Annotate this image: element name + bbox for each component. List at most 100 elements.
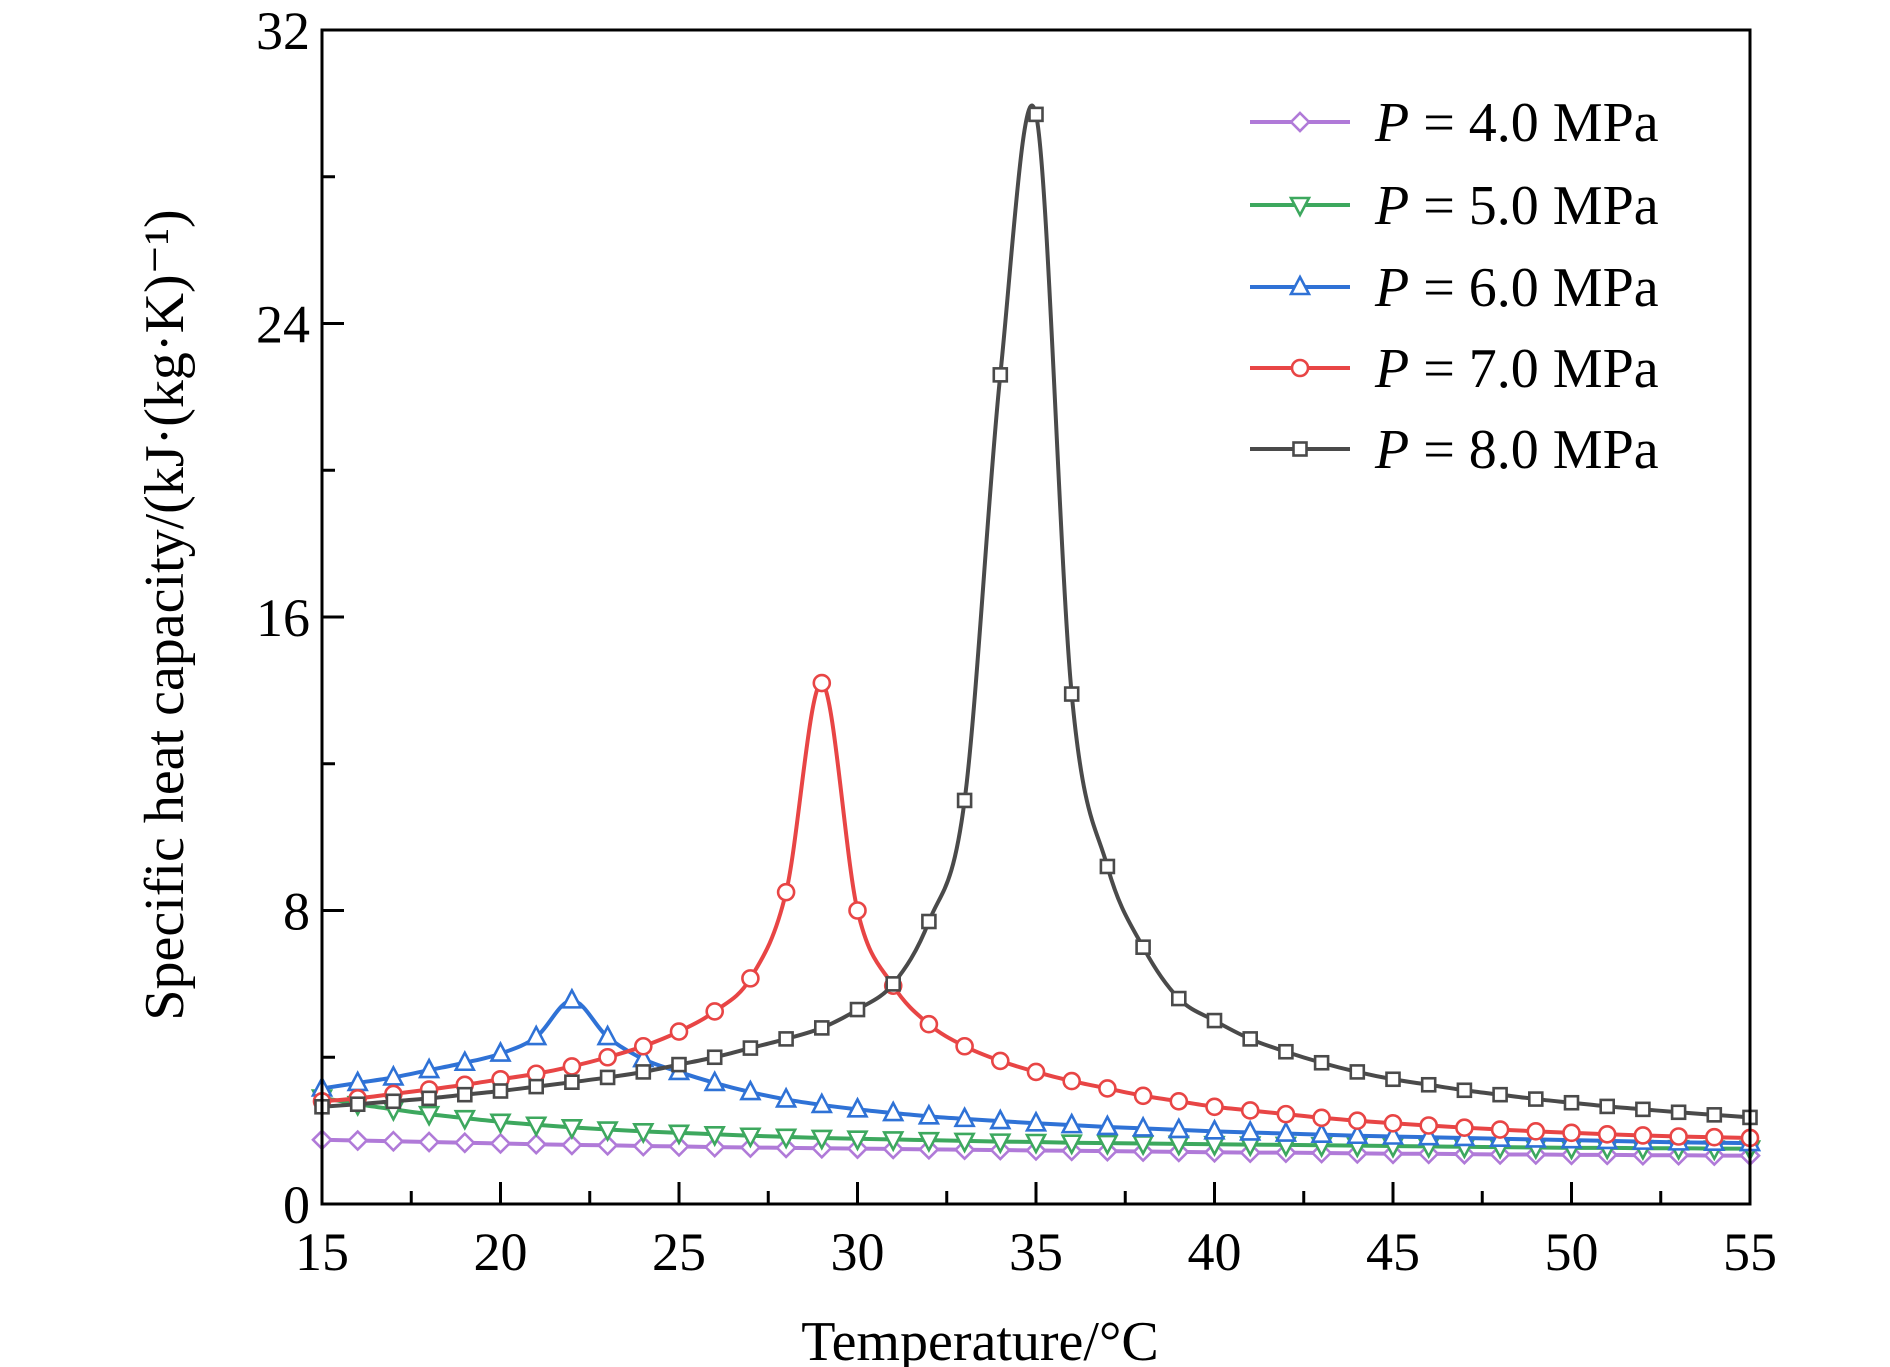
data-point — [669, 1022, 689, 1041]
legend-var: P — [1374, 419, 1409, 481]
data-point — [1099, 858, 1116, 875]
data-point — [635, 1064, 652, 1080]
data-point — [1096, 1134, 1119, 1156]
data-point — [1310, 1121, 1333, 1143]
data-point — [706, 1049, 723, 1066]
data-point — [703, 1070, 726, 1092]
y-tick-label: 16 — [256, 588, 310, 648]
data-point — [421, 1090, 437, 1107]
data-point — [1563, 1094, 1580, 1111]
data-point — [346, 1129, 369, 1152]
data-point — [1239, 1119, 1262, 1141]
data-point — [703, 1136, 726, 1158]
legend-item: P = 8.0 MPa — [1250, 419, 1659, 481]
data-point — [1028, 106, 1044, 123]
data-point — [1205, 1097, 1224, 1117]
data-point — [417, 1057, 441, 1079]
data-point — [562, 1057, 582, 1076]
legend-rest: = 7.0 MPa — [1409, 338, 1659, 400]
data-point — [1312, 1108, 1331, 1128]
data-point — [1098, 1079, 1117, 1098]
data-point — [1635, 1101, 1651, 1118]
x-tick-label: 20 — [474, 1222, 528, 1282]
y-axis-title: Specific heat capacity/(kJ·(kg·K)⁻¹) — [134, 209, 196, 1020]
data-point — [919, 1014, 939, 1034]
data-point — [813, 1020, 830, 1036]
tick-labels: 15 20 25 30 35 40 45 50 55 0 8 16 24 32 — [256, 1, 1777, 1282]
data-point — [849, 1001, 866, 1018]
data-point — [1131, 1115, 1155, 1137]
data-point — [453, 1131, 476, 1154]
data-point — [1562, 1123, 1581, 1143]
data-point — [418, 1131, 440, 1153]
legend-var: P — [1374, 175, 1409, 237]
data-point — [560, 1119, 584, 1141]
data-point — [1024, 1133, 1048, 1155]
data-point — [921, 913, 937, 930]
data-point — [1169, 1091, 1189, 1111]
data-point — [671, 1056, 687, 1073]
data-point — [632, 1123, 655, 1145]
data-point — [1278, 1043, 1294, 1060]
data-point — [1135, 939, 1151, 955]
data-point — [1096, 1114, 1119, 1136]
data-point — [1528, 1091, 1544, 1107]
x-tick-label: 25 — [652, 1222, 706, 1282]
data-point — [1167, 1117, 1190, 1139]
x-tick-label: 50 — [1545, 1222, 1599, 1282]
data-point — [1203, 1118, 1226, 1140]
data-point — [989, 1133, 1012, 1155]
data-point — [1599, 1098, 1615, 1115]
data-point — [992, 367, 1009, 383]
data-point — [917, 1103, 941, 1125]
data-point — [1597, 1124, 1617, 1144]
data-point — [703, 1125, 726, 1148]
data-point — [456, 1086, 473, 1103]
legend-item: P = 4.0 MPa — [1250, 92, 1659, 154]
data-point — [1417, 1124, 1440, 1146]
data-point — [1346, 1122, 1369, 1145]
data-point — [349, 1096, 366, 1113]
data-point — [1276, 1104, 1296, 1124]
series-layer — [310, 103, 1762, 1167]
data-point — [953, 1106, 976, 1128]
data-point — [1060, 1134, 1083, 1156]
data-point — [1670, 1104, 1687, 1121]
legend-item: P = 5.0 MPa — [1250, 175, 1659, 237]
data-point — [810, 1129, 833, 1151]
data-point — [1383, 1113, 1403, 1133]
data-point — [1385, 1071, 1401, 1088]
legend-var: P — [1374, 338, 1409, 400]
legend-rest: = 4.0 MPa — [1409, 92, 1659, 154]
data-point — [1348, 1111, 1367, 1131]
data-point — [846, 1130, 869, 1152]
data-point — [385, 1093, 402, 1110]
x-tick-label: 45 — [1366, 1222, 1420, 1282]
series-triangle-up — [310, 987, 1762, 1152]
data-point — [633, 1036, 653, 1056]
data-point — [1240, 1101, 1260, 1120]
data-point — [1171, 990, 1187, 1007]
data-point — [598, 1047, 617, 1067]
legend-marker — [1288, 274, 1312, 296]
data-point — [774, 1086, 798, 1108]
data-point — [1242, 1031, 1258, 1047]
y-tick-label: 24 — [256, 295, 310, 355]
data-point — [1060, 1112, 1083, 1134]
x-tick-label: 40 — [1188, 1222, 1242, 1282]
legend-marker — [1292, 441, 1308, 457]
data-point — [453, 1109, 476, 1131]
data-point — [667, 1124, 691, 1146]
data-point — [1063, 686, 1080, 702]
data-point — [382, 1064, 405, 1086]
data-point — [525, 1024, 548, 1046]
data-point — [489, 1132, 512, 1155]
x-tick-label: 35 — [1009, 1222, 1063, 1282]
data-point — [596, 1134, 619, 1157]
plot-frame — [320, 28, 1752, 1206]
data-point — [848, 901, 867, 920]
data-point — [990, 1051, 1010, 1071]
x-tick-label: 15 — [295, 1222, 349, 1282]
